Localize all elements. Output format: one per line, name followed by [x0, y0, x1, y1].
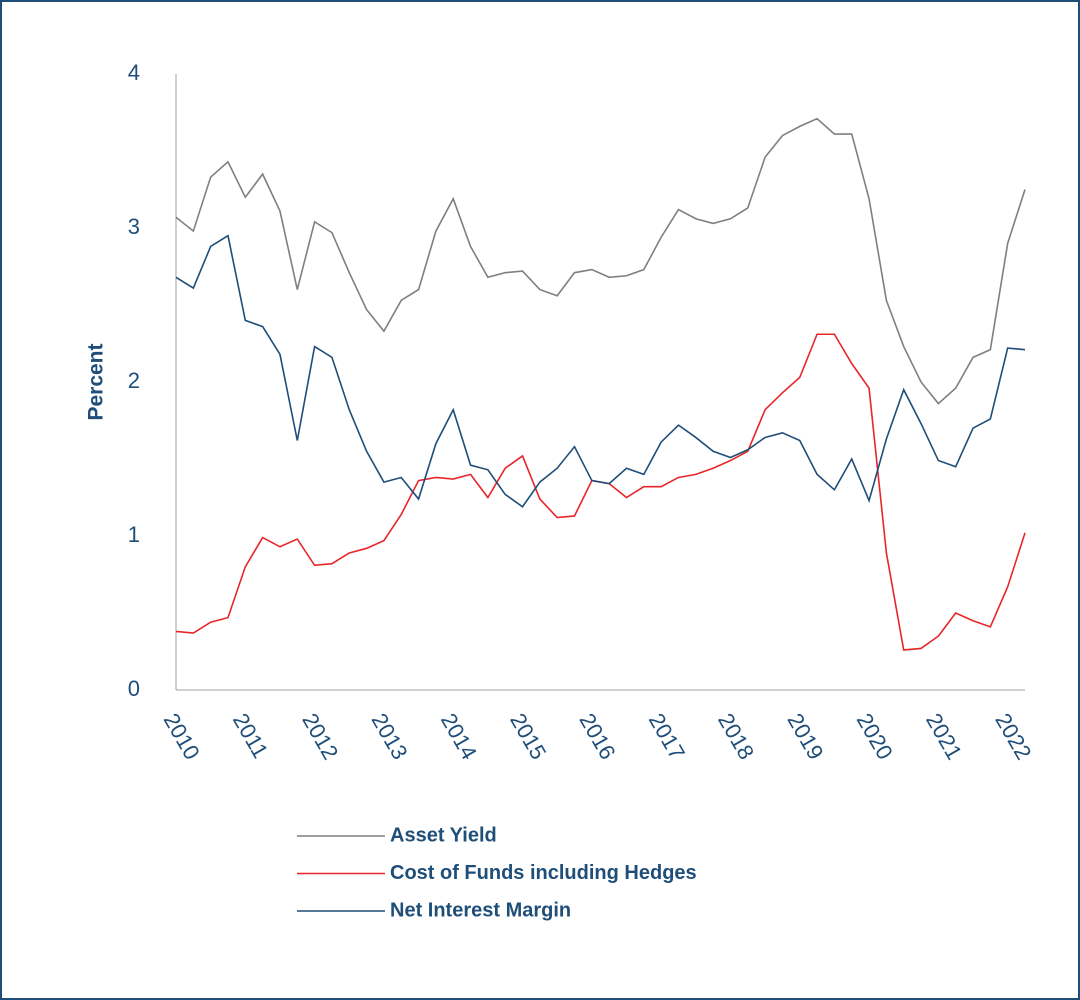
legend-label: Net Interest Margin [390, 899, 571, 921]
line-series [175, 234, 1026, 508]
y-axis-label: Percent [85, 343, 108, 420]
y-tick-label: 1 [128, 522, 140, 547]
y-tick-label: 4 [128, 60, 140, 85]
y-tick-label: 2 [128, 368, 140, 393]
x-tick-label: 2013 [367, 709, 413, 764]
line-series [175, 117, 1026, 405]
x-tick-label: 2020 [852, 709, 898, 764]
line-series [175, 333, 1026, 651]
x-tick-label: 2014 [436, 709, 482, 764]
x-tick-label: 2017 [644, 709, 690, 764]
x-tick-label: 2010 [159, 709, 205, 764]
x-tick-label: 2015 [505, 709, 551, 764]
x-tick-label: 2016 [574, 709, 620, 764]
legend-label: Cost of Funds including Hedges [390, 862, 697, 884]
y-tick-label: 3 [128, 214, 140, 239]
x-tick-label: 2019 [782, 709, 828, 764]
y-tick-label: 0 [128, 676, 140, 701]
x-tick-label: 2012 [297, 709, 343, 764]
legend-label: Asset Yield [390, 824, 497, 846]
x-tick-label: 2018 [713, 709, 759, 764]
x-tick-label: 2021 [921, 709, 967, 764]
x-tick-label: 2022 [990, 709, 1036, 764]
x-tick-label: 2011 [228, 709, 273, 762]
